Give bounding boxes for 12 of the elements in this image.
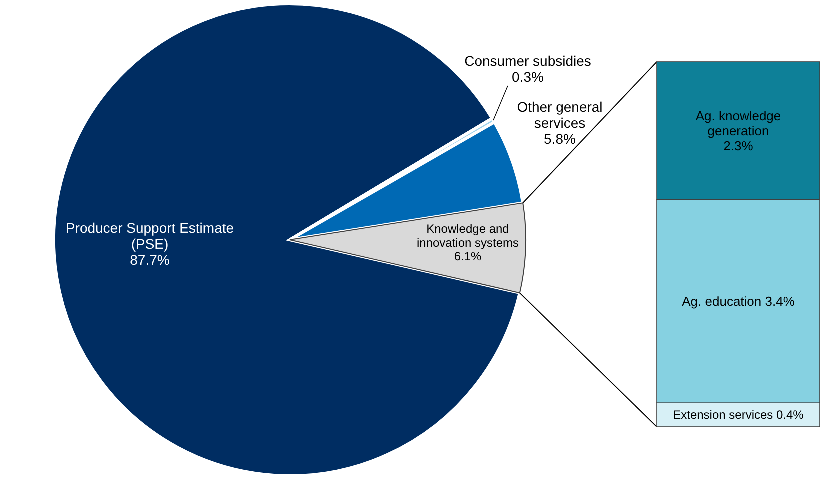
data-label: 87.7%: [130, 252, 170, 268]
data-label: 2.3%: [724, 138, 754, 154]
data-label: 6.1%: [454, 250, 482, 264]
slice-label: Other general services: [517, 99, 603, 132]
text: Extension services 0.4%: [673, 408, 804, 422]
text: Ag. education 3.4%: [682, 294, 795, 309]
data-label: 5.8%: [544, 131, 576, 148]
series-label: Ag. knowledge generation: [696, 108, 782, 138]
slice-label: Producer Support Estimate (PSE): [66, 220, 234, 252]
slice-label: Consumer subsidies: [464, 53, 592, 69]
slice-label: Knowledge and innovation systems: [416, 222, 520, 250]
data-label: 0.3%: [512, 69, 544, 86]
